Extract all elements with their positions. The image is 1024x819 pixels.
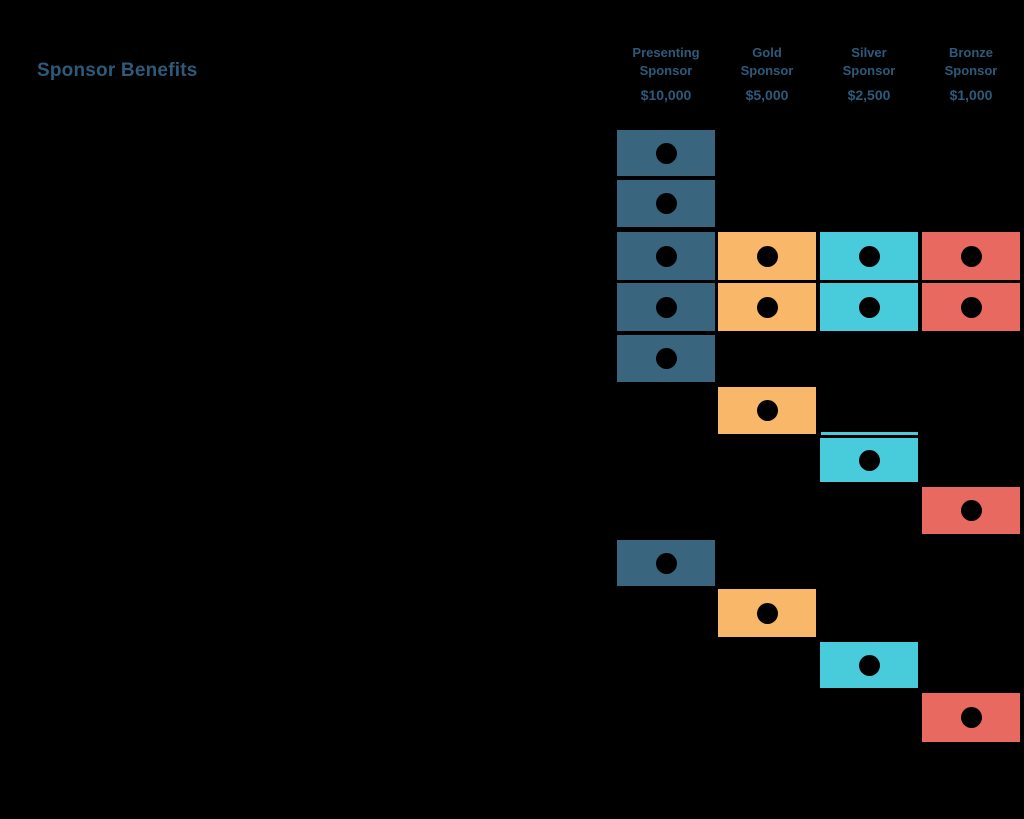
benefit-cell-row4-gold [718, 283, 816, 331]
benefit-cell-row5-presenting [617, 335, 715, 382]
benefit-cell-row3-bronze [922, 232, 1020, 280]
benefit-dot [858, 449, 880, 471]
benefit-dot [858, 296, 880, 318]
benefit-dot [858, 245, 880, 267]
benefit-dot [756, 296, 778, 318]
column-header-line1: Bronze [948, 45, 994, 60]
benefit-cell-row4-bronze [922, 283, 1020, 331]
column-header-line1: Silver [851, 45, 887, 60]
benefit-dot [858, 654, 880, 676]
column-header-line2: Sponsor [944, 63, 998, 78]
benefit-dot [960, 500, 982, 521]
benefit-dot [960, 296, 982, 318]
benefit-cell-row6-gold [718, 387, 816, 434]
column-header-line2: Sponsor [740, 63, 794, 78]
benefit-cell-row10-gold [718, 589, 816, 637]
benefit-cell-row8-bronze [922, 487, 1020, 534]
column-header-presenting: Presenting Sponsor $10,000 [617, 44, 715, 104]
page-title: Sponsor Benefits [37, 60, 198, 81]
benefit-dot [655, 552, 677, 574]
benefit-dot [960, 707, 982, 728]
benefit-cell-row9-presenting [617, 540, 715, 586]
benefit-dot [960, 245, 982, 267]
benefit-cell-row4-presenting [617, 283, 715, 331]
benefit-cell-row1-presenting [617, 130, 715, 176]
silver-cell-top-line [821, 432, 918, 435]
benefit-cell-row7-silver [820, 438, 918, 482]
column-header-price: $2,500 [847, 87, 891, 103]
benefit-cell-row3-gold [718, 232, 816, 280]
benefit-dot [655, 245, 677, 267]
benefit-cell-row11-silver [820, 642, 918, 688]
benefit-cell-row3-silver [820, 232, 918, 280]
column-header-line2: Sponsor [639, 63, 693, 78]
benefit-dot [655, 193, 677, 214]
benefit-cell-row4-silver [820, 283, 918, 331]
column-header-line2: Sponsor [842, 63, 896, 78]
column-header-price: $10,000 [640, 87, 692, 103]
column-header-line1: Presenting [632, 45, 700, 60]
benefit-cell-row3-presenting [617, 232, 715, 280]
benefit-dot [756, 602, 778, 624]
benefit-cell-row2-presenting [617, 180, 715, 227]
benefit-cell-row12-bronze [922, 693, 1020, 742]
column-header-line1: Gold [752, 45, 782, 60]
benefit-dot [756, 245, 778, 267]
column-header-price: $5,000 [745, 87, 789, 103]
benefit-dot [756, 400, 778, 421]
benefit-dot [655, 348, 677, 369]
column-header-silver: Silver Sponsor $2,500 [820, 44, 918, 104]
benefit-dot [655, 296, 677, 318]
column-header-bronze: Bronze Sponsor $1,000 [922, 44, 1020, 104]
column-header-price: $1,000 [949, 87, 993, 103]
benefit-dot [655, 142, 677, 164]
column-header-gold: Gold Sponsor $5,000 [718, 44, 816, 104]
